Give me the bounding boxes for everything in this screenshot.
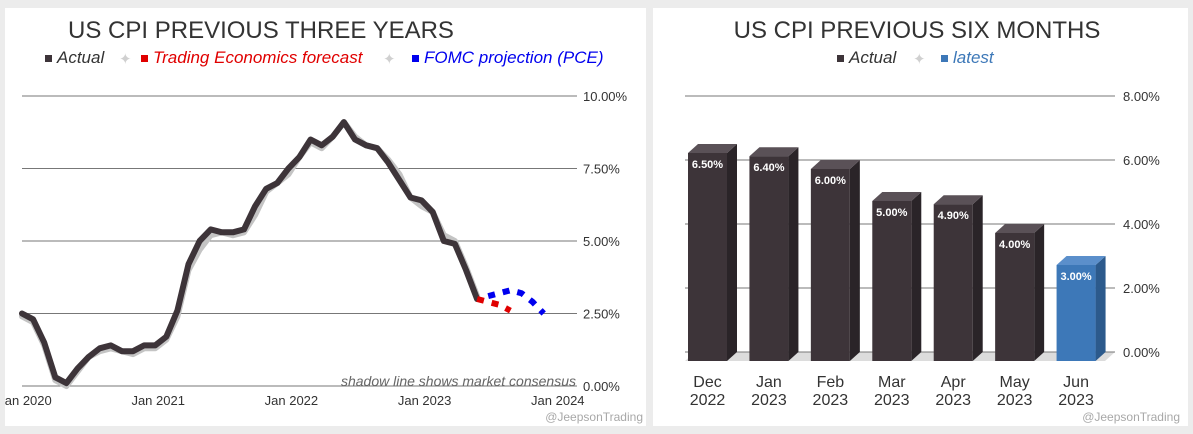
legend-label: FOMC projection (PCE) [424, 48, 603, 67]
bar-data-label: 6.40% [753, 162, 784, 174]
x-tick-label: Jan [756, 374, 782, 391]
plot-area: 6.50% 6.40% 6.00% 5.00% 4.90% 4.00% 3.00% [688, 144, 1106, 361]
series-market-consensus [19, 119, 481, 389]
bar-front [749, 156, 789, 361]
bar: 6.50% [688, 144, 737, 361]
bar-front [995, 233, 1035, 361]
x-tick-label: 2022 [690, 392, 726, 409]
bar-front [933, 204, 973, 361]
x-tick-label: 2023 [1058, 392, 1094, 409]
x-tick-label: 2023 [874, 392, 910, 409]
y-tick-label: 7.50% [583, 162, 620, 177]
x-tick-label: 2023 [935, 392, 971, 409]
y-tick-label: 8.00% [1123, 89, 1160, 104]
y-tick-label: 6.00% [1123, 153, 1160, 168]
legend-swatch [141, 55, 148, 62]
x-tick-label: Jun [1063, 374, 1089, 391]
y-tick-label: 4.00% [1123, 217, 1160, 232]
bar-data-label: 4.90% [938, 210, 969, 222]
chart-title: US CPI PREVIOUS THREE YEARS [68, 17, 454, 44]
x-tick-label: Jan 2023 [398, 393, 452, 408]
cpi-three-years-chart: US CPI PREVIOUS THREE YEARS Actual ✦ Tradi… [5, 17, 643, 424]
bar-front [1056, 265, 1096, 361]
bar-data-label: 6.50% [692, 159, 723, 171]
x-axis: Dec2022Jan2023Feb2023Mar2023Apr2023May20… [690, 374, 1094, 409]
bar-front [688, 153, 727, 361]
bar-data-label: 3.00% [1060, 271, 1091, 283]
x-tick-label: Jan 2022 [265, 393, 319, 408]
legend-swatch [412, 55, 419, 62]
x-tick-label: 2023 [997, 392, 1033, 409]
x-tick-label: Feb [817, 374, 845, 391]
series-actual [19, 119, 481, 387]
bar-side [727, 144, 737, 361]
bar-side [911, 192, 922, 361]
bar-top [688, 144, 737, 153]
bar: 6.40% [749, 147, 799, 361]
bar-data-label: 6.00% [815, 175, 846, 187]
bar-top [810, 160, 860, 169]
plot-area [19, 119, 546, 389]
watermark: @JeepsonTrading [545, 410, 643, 424]
y-tick-label: 0.00% [583, 379, 620, 394]
bar: 6.00% [810, 160, 860, 361]
bar-front [810, 169, 850, 361]
bar-top [749, 147, 799, 157]
bar: 4.00% [995, 224, 1045, 361]
x-tick-label: Jan 2024 [531, 393, 585, 408]
bar-top [995, 224, 1045, 233]
bar-side [972, 195, 983, 361]
y-tick-label: 0.00% [1123, 345, 1160, 360]
legend-swatch [837, 55, 844, 62]
series-fomc-projection [487, 287, 546, 316]
bar-data-label: 4.00% [999, 239, 1030, 251]
chart-title: US CPI PREVIOUS SIX MONTHS [734, 17, 1101, 44]
cpi-six-months-panel: US CPI PREVIOUS SIX MONTHS Actual ✦ latest… [653, 8, 1188, 426]
x-tick-label: Jan 2021 [131, 393, 185, 408]
x-tick-label: Apr [941, 374, 967, 391]
consensus-note: shadow line shows market consensus [341, 373, 576, 389]
x-tick-label: Dec [693, 374, 721, 391]
legend-swatch [941, 55, 948, 62]
x-tick-label: May [1000, 374, 1030, 391]
legend-separator-icon: ✦ [119, 51, 132, 68]
y-tick-label: 10.00% [583, 89, 628, 104]
bar-side [788, 147, 799, 361]
legend-separator-icon: ✦ [913, 51, 926, 68]
y-tick-label: 5.00% [583, 234, 620, 249]
x-tick-label: 2023 [751, 392, 787, 409]
bar: 3.00% [1056, 256, 1106, 361]
cpi-six-months-chart: US CPI PREVIOUS SIX MONTHS Actual ✦ latest… [685, 17, 1180, 424]
legend-swatch [45, 55, 52, 62]
legend-label: Actual [848, 48, 897, 67]
grid: 10.00% 7.50% 5.00% 2.50% 0.00% [22, 89, 628, 394]
x-tick-label: Jan 2020 [5, 393, 52, 408]
x-tick-label: 2023 [813, 392, 849, 409]
bar: 4.90% [933, 195, 983, 361]
legend-separator-icon: ✦ [383, 51, 396, 68]
series-trading-economics-forecast [476, 296, 512, 314]
legend-label: Trading Economics forecast [153, 48, 364, 67]
chart-legend: Actual ✦ latest [837, 48, 995, 68]
bar-top [872, 192, 922, 201]
watermark: @JeepsonTrading [1082, 410, 1180, 424]
bar-top [933, 195, 983, 205]
bar: 5.00% [872, 192, 922, 361]
cpi-three-years-panel: US CPI PREVIOUS THREE YEARS Actual ✦ Tradi… [5, 8, 646, 426]
bar-front [872, 201, 912, 361]
bar-side [849, 160, 860, 361]
x-tick-label: Mar [878, 374, 906, 391]
y-tick-label: 2.00% [1123, 281, 1160, 296]
legend-label: Actual [56, 48, 105, 67]
y-tick-label: 2.50% [583, 307, 620, 322]
bar-side [1095, 256, 1106, 361]
bar-data-label: 5.00% [876, 207, 907, 219]
chart-legend: Actual ✦ Trading Economics forecast ✦ FOMC p… [45, 48, 603, 68]
bar-top [1056, 256, 1106, 265]
bar-side [1034, 224, 1045, 361]
legend-label: latest [953, 48, 995, 67]
x-axis: Jan 2020 Jan 2021 Jan 2022 Jan 2023 Jan 2024 [5, 393, 585, 408]
